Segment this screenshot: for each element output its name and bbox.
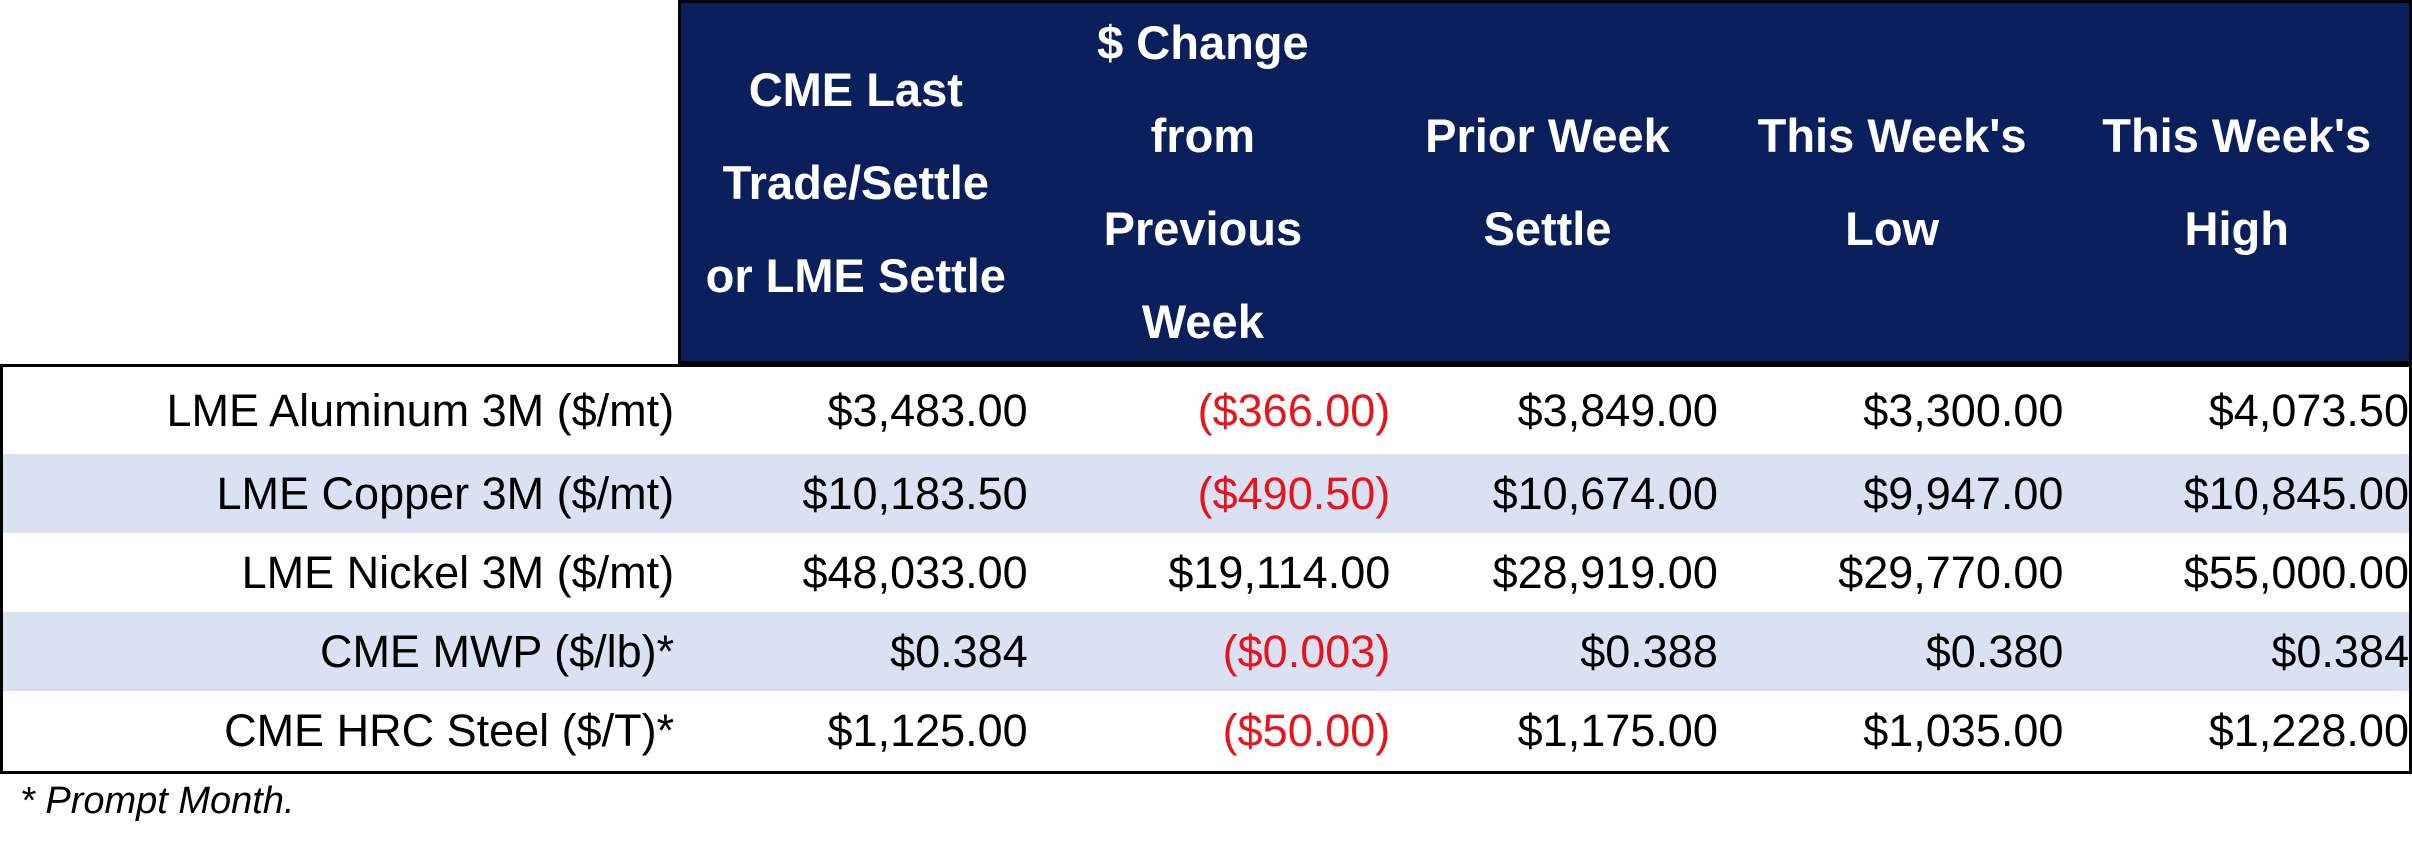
change-value: ($50.00) [1222, 704, 1391, 756]
prior-week-value: $3,849.00 [1517, 384, 1718, 436]
footnote: * Prompt Month. [20, 780, 295, 822]
week-low-value: $9,947.00 [1863, 467, 2064, 519]
week-high-value: $55,000.00 [2183, 546, 2409, 598]
header-week-high: This Week's High [2102, 109, 2372, 255]
prior-week-value: $0.388 [1580, 625, 1718, 677]
cme-last-value: $3,483.00 [827, 384, 1028, 436]
table-header: CME Last Trade/Settle or LME Settle $ Ch… [678, 0, 2412, 364]
cme-last-value: $1,125.00 [827, 704, 1028, 756]
table-row: LME Nickel 3M ($/mt) $48,033.00 $19,114.… [3, 533, 2409, 612]
change-value: ($490.50) [1197, 467, 1391, 519]
week-high-value: $10,845.00 [2183, 467, 2409, 519]
row-label: CME MWP ($/lb)* [319, 625, 675, 677]
header-change: $ Change from Previous Week [1097, 16, 1309, 348]
week-high-value: $0.384 [2271, 625, 2409, 677]
cme-last-value: $48,033.00 [802, 546, 1028, 598]
change-value: ($366.00) [1197, 384, 1391, 436]
row-label: CME HRC Steel ($/T)* [224, 704, 675, 756]
cme-last-value: $10,183.50 [802, 467, 1028, 519]
header-prior-week: Prior Week Settle [1425, 109, 1670, 255]
prior-week-value: $28,919.00 [1492, 546, 1718, 598]
week-high-value: $1,228.00 [2208, 704, 2409, 756]
week-low-value: $3,300.00 [1863, 384, 2064, 436]
table-row: CME MWP ($/lb)* $0.384 ($0.003) $0.388 $… [3, 612, 2409, 691]
change-value: ($0.003) [1222, 625, 1391, 677]
row-label: LME Nickel 3M ($/mt) [241, 546, 675, 598]
week-low-value: $1,035.00 [1863, 704, 2064, 756]
change-value: $19,114.00 [1168, 546, 1391, 598]
week-low-value: $29,770.00 [1838, 546, 2064, 598]
prior-week-value: $10,674.00 [1492, 467, 1718, 519]
prior-week-value: $1,175.00 [1517, 704, 1718, 756]
table-row: CME HRC Steel ($/T)* $1,125.00 ($50.00) … [3, 691, 2409, 770]
header-cme-last: CME Last Trade/Settle or LME Settle [705, 62, 1006, 302]
week-high-value: $4,073.50 [2208, 384, 2409, 436]
price-table: LME Aluminum 3M ($/mt) $3,483.00 ($366.0… [0, 364, 2412, 774]
row-label: LME Aluminum 3M ($/mt) [166, 384, 675, 436]
cme-last-value: $0.384 [890, 625, 1028, 677]
row-label: LME Copper 3M ($/mt) [216, 467, 675, 519]
table-row: LME Copper 3M ($/mt) $10,183.50 ($490.50… [3, 454, 2409, 533]
week-low-value: $0.380 [1925, 625, 2064, 677]
header-week-low: This Week's Low [1757, 109, 2027, 255]
table-row: LME Aluminum 3M ($/mt) $3,483.00 ($366.0… [3, 367, 2409, 454]
